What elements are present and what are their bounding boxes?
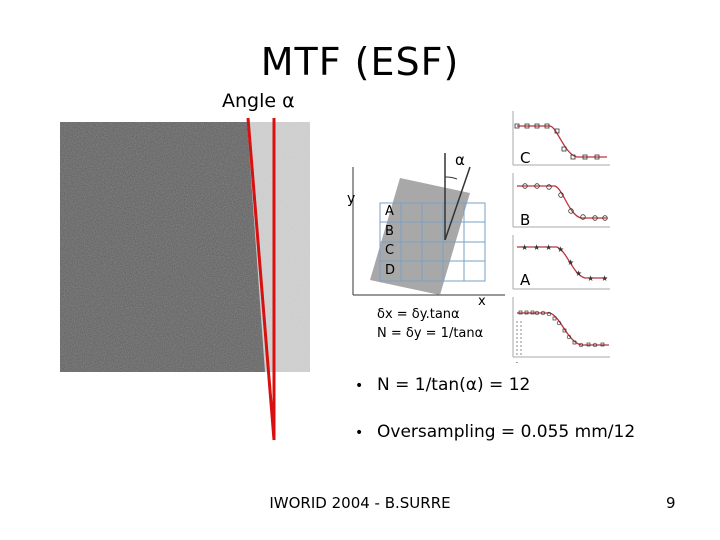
row-label-d: D (385, 263, 395, 278)
row-label-b: B (385, 224, 394, 239)
curve-panel-c: C (512, 111, 610, 167)
page-number: 9 (666, 494, 676, 512)
svg-text:★: ★ (521, 243, 528, 252)
row-label-c: C (385, 243, 394, 258)
row-label-a: A (385, 204, 394, 219)
footer-text: IWORID 2004 - B.SURRE (269, 494, 451, 512)
svg-text:★: ★ (557, 245, 564, 254)
curve-label-b: B (520, 211, 530, 229)
svg-text:★: ★ (533, 243, 540, 252)
formula-1: δx = δy.tanα (377, 307, 460, 322)
bullet-item-1: • N = 1/tan(α) = 12 (355, 375, 531, 395)
bullet-text-2: Oversampling = 0.055 mm/12 (377, 422, 636, 442)
curve-panel-b: B (512, 173, 610, 229)
svg-text:★: ★ (567, 258, 574, 267)
svg-text:★: ★ (545, 243, 552, 252)
curve-label-c: C (520, 149, 530, 167)
bullet-text-1: N = 1/tan(α) = 12 (377, 375, 531, 395)
angle-label: Angle α (222, 90, 295, 112)
sampling-diagram: y x α A B C D δx = δy.tanα N = δy = 1/ta… (345, 105, 615, 363)
bullet-item-2: • Oversampling = 0.055 mm/12 (355, 422, 636, 442)
y-axis-label: y (347, 191, 355, 207)
alpha-label: α (455, 151, 465, 169)
svg-text:★: ★ (601, 274, 608, 283)
curve-label-a: A (520, 271, 531, 289)
svg-text:★: ★ (575, 269, 582, 278)
curve-panel-combined: δy (512, 297, 610, 363)
curve-panel-a: ★ ★ ★ ★★★ ★ ★ A (512, 235, 610, 290)
pixel-grid (379, 202, 486, 282)
formula-2: N = δy = 1/tanα (377, 326, 483, 341)
x-axis-label: x (478, 294, 486, 309)
svg-text:★: ★ (587, 274, 594, 283)
delta-y-label: δy (515, 362, 523, 363)
edge-image (60, 122, 310, 372)
slide-title: MTF (ESF) (260, 40, 460, 84)
